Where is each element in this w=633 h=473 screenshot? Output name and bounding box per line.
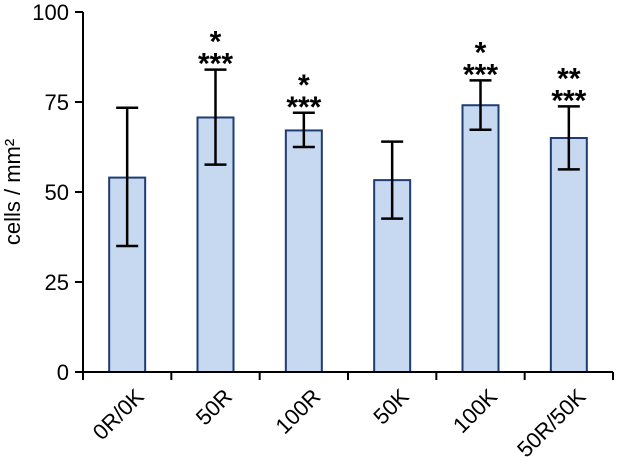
x-tick-label-0: 0R/0K (88, 384, 149, 445)
bar-2 (284, 129, 323, 373)
y-tick-label-3: 75 (45, 90, 69, 115)
x-tick-label-1: 50R (191, 384, 237, 430)
error-bar-1 (204, 68, 227, 166)
error-bar-4 (469, 79, 492, 131)
y-tick-label-4: 100 (32, 0, 69, 25)
significance-top-2: * (298, 69, 310, 102)
error-bar-5 (557, 105, 580, 171)
significance-bottom-4: *** (463, 58, 498, 91)
error-bar-2 (292, 111, 315, 149)
significance-bottom-5: *** (551, 84, 586, 117)
y-ticks-layer: 0 25 50 75 100 (32, 0, 83, 385)
y-tick-label-1: 25 (45, 270, 69, 295)
y-tick-label-2: 50 (45, 180, 69, 205)
significance-bottom-1: *** (198, 48, 233, 81)
significance-top-5: ** (557, 62, 581, 95)
x-tick-label-4: 100K (448, 384, 502, 438)
error-bar-0 (116, 106, 139, 248)
bar-4 (461, 104, 500, 374)
significance-annotations-layer: ******** ********* (198, 26, 587, 124)
x-tick-label-3: 50K (368, 384, 414, 430)
significance-top-1: * (210, 26, 222, 59)
x-ticks-layer: 0R/0K 50R 100R 50K 100K 50R/50K (82, 372, 614, 462)
bars-layer (108, 104, 588, 374)
significance-top-4: * (475, 36, 487, 69)
bar-5 (549, 137, 588, 373)
error-bar-3 (381, 140, 404, 220)
x-tick-label-5: 50R/50K (512, 384, 590, 462)
x-tick-label-2: 100R (271, 384, 326, 439)
significance-bottom-2: *** (286, 91, 321, 124)
y-axis-label: cells / mm² (0, 139, 25, 245)
error-bars-layer (116, 68, 580, 248)
y-tick-label-0: 0 (57, 360, 69, 385)
